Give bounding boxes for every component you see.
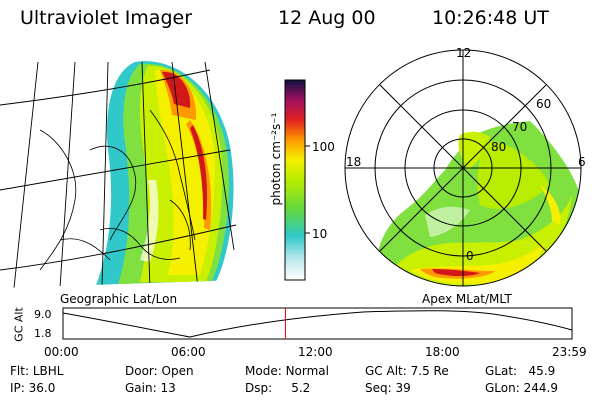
altitude-plot: [62, 307, 573, 340]
polar-panel-label: Apex MLat/MLT: [422, 292, 512, 306]
mlt-label-18: 18: [346, 155, 362, 169]
alt-xtick-1: 06:00: [171, 345, 206, 359]
info-gc-alt: GC Alt: 7.5 Re: [365, 364, 449, 378]
lat-label-70: 70: [512, 120, 528, 134]
colorbar-tick-10: 10: [312, 227, 328, 241]
alt-xtick-0: 00:00: [44, 345, 79, 359]
info-dsp: Dsp: 5.2: [245, 381, 311, 395]
alt-xtick-4: 23:59: [552, 345, 587, 359]
info-gain: Gain: 13: [125, 381, 176, 395]
info-door: Door: Open: [125, 364, 194, 378]
info-flt: Flt: LBHL: [10, 364, 64, 378]
alt-xtick-3: 18:00: [425, 345, 460, 359]
colorbar: [284, 79, 310, 281]
info-glon: GLon: 244.9: [485, 381, 558, 395]
alt-ytick-9: 9.0: [34, 308, 52, 321]
time-label: 10:26:48 UT: [432, 7, 549, 29]
info-seq: Seq: 39: [365, 381, 411, 395]
info-glat: GLat: 45.9: [485, 364, 556, 378]
instrument-title: Ultraviolet Imager: [20, 7, 193, 29]
alt-ylabel: GC Alt: [12, 307, 26, 342]
mlt-label-6: 6: [578, 155, 586, 169]
geo-panel-label: Geographic Lat/Lon: [60, 292, 178, 306]
lat-label-60: 60: [536, 97, 552, 111]
alt-xtick-2: 12:00: [298, 345, 333, 359]
lat-label-80: 80: [491, 140, 507, 154]
info-mode: Mode: Normal: [245, 364, 329, 378]
colorbar-tick-100: 100: [312, 140, 335, 154]
info-ip: IP: 36.0: [10, 381, 56, 395]
colorbar-unit-label: photon cm⁻²s⁻¹: [269, 112, 283, 206]
mlt-label-12: 12: [456, 46, 472, 60]
geographic-image: [0, 61, 237, 288]
polar-plot: [344, 49, 582, 287]
mlt-label-0: 0: [466, 249, 474, 263]
date-label: 12 Aug 00: [278, 7, 376, 29]
altitude-curve: [62, 310, 573, 338]
alt-ytick-1-8: 1.8: [34, 327, 52, 340]
